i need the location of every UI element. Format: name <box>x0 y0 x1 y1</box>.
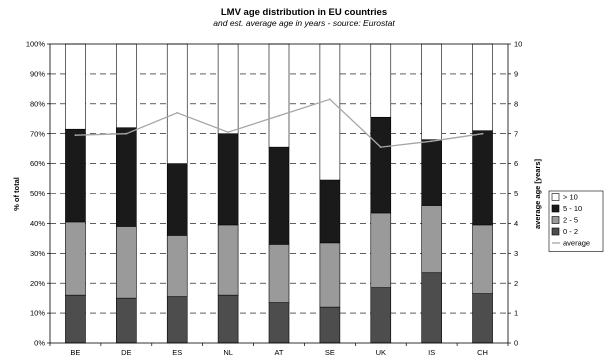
average-point <box>430 140 433 143</box>
left-tick-label: 100% <box>26 40 46 49</box>
right-tick-label: 8 <box>514 99 518 108</box>
legend-swatch <box>551 216 560 224</box>
right-tick-label: 5 <box>514 189 518 198</box>
bar-segment <box>421 272 442 344</box>
bar-segment <box>472 293 493 344</box>
bar-segment <box>370 212 392 288</box>
legend-label: 2 - 5 <box>563 216 578 225</box>
bar-segment <box>370 287 392 344</box>
bar-segment <box>65 294 86 344</box>
legend-swatch <box>551 193 560 201</box>
x-tick-label: SE <box>325 348 335 357</box>
average-point <box>74 134 77 137</box>
right-tick-label: 10 <box>514 40 522 49</box>
left-tick-label: 0% <box>34 339 45 348</box>
x-tick-label: DE <box>121 348 131 357</box>
right-tick-label: 9 <box>514 70 518 79</box>
average-point <box>328 98 331 101</box>
plot-area <box>49 43 509 344</box>
bar-segment <box>268 244 290 303</box>
legend: > 10 5 - 10 2 - 5 0 - 2 average <box>548 190 604 252</box>
bar-segment <box>421 43 442 140</box>
legend-swatch <box>551 204 560 213</box>
left-tick-label: 20% <box>30 279 45 288</box>
left-tick-label: 70% <box>30 129 45 138</box>
bar-segment <box>217 43 239 134</box>
left-tick-label: 80% <box>30 99 45 108</box>
chart-title: LMV age distribution in EU countries <box>221 7 387 18</box>
bar-segment <box>268 146 290 245</box>
legend-label: 0 - 2 <box>563 227 578 236</box>
legend-label: average <box>563 239 590 248</box>
bar-segment <box>217 294 239 344</box>
right-tick-label: 2 <box>514 279 518 288</box>
x-tick-label: UK <box>376 348 386 357</box>
bar-segment <box>370 116 392 214</box>
left-tick-label: 50% <box>30 189 45 198</box>
x-tick-label: AT <box>274 348 283 357</box>
bar-segment <box>421 205 442 274</box>
right-tick-label: 6 <box>514 159 518 168</box>
bar-segment <box>472 43 493 132</box>
left-tick-label: 60% <box>30 159 45 168</box>
x-axis: BE DE ES NL AT SE UK IS CH <box>49 343 509 357</box>
left-tick-label: 40% <box>30 219 45 228</box>
bar-segment <box>217 133 239 226</box>
legend-label: > 10 <box>563 193 578 202</box>
legend-label: 5 - 10 <box>563 204 582 213</box>
average-point <box>125 132 128 135</box>
bar-segment <box>319 179 341 244</box>
bar-segment <box>65 128 86 223</box>
y-axis-label: % of total <box>12 177 21 211</box>
legend-swatch <box>551 227 560 236</box>
bar-segment <box>472 224 493 294</box>
bar-segment <box>268 43 290 148</box>
left-tick-label: 30% <box>30 249 45 258</box>
bar-segment <box>116 43 137 129</box>
x-tick-label: ES <box>172 348 182 357</box>
bar-segment <box>217 224 239 296</box>
average-point <box>379 146 382 149</box>
right-tick-label: 4 <box>514 219 518 228</box>
bar-segment <box>65 221 86 296</box>
right-tick-label: 0 <box>514 339 518 348</box>
right-axis: 0 1 2 3 4 5 6 7 8 9 10 <box>508 40 522 348</box>
x-tick-label: CH <box>477 348 488 357</box>
bar-segment <box>166 235 188 297</box>
average-point <box>481 132 484 135</box>
right-tick-label: 1 <box>514 309 518 318</box>
x-tick-label: BE <box>70 348 80 357</box>
average-point <box>227 131 230 134</box>
right-tick-label: 7 <box>514 129 518 138</box>
bar-segment <box>421 139 442 206</box>
bar-segment <box>166 43 188 164</box>
x-tick-label: IS <box>428 348 435 357</box>
left-tick-label: 10% <box>30 309 45 318</box>
y2-axis-label: average age [years] <box>533 158 542 229</box>
chart-subtitle: and est. average age in years - source: … <box>213 18 395 28</box>
average-point <box>278 114 280 117</box>
average-point <box>176 111 179 114</box>
left-tick-label: 90% <box>30 70 45 79</box>
bar-segment <box>319 306 341 344</box>
bar-segment <box>166 163 188 236</box>
bar-segment <box>116 297 137 344</box>
bar-segment <box>65 43 86 130</box>
bar-segment <box>319 242 341 308</box>
bar-segment <box>268 302 290 344</box>
bar-segment <box>319 43 341 181</box>
left-axis: 0% 10% 20% 30% 40% 50% 60% 70% 80% 90% 100% <box>26 40 50 348</box>
x-tick-label: NL <box>223 348 233 357</box>
bar-segment <box>116 226 137 299</box>
bar-segment <box>116 127 137 227</box>
bar-segment <box>370 43 392 118</box>
bar-segment <box>472 130 493 226</box>
bar-segment <box>166 296 188 344</box>
right-tick-label: 3 <box>514 249 518 258</box>
